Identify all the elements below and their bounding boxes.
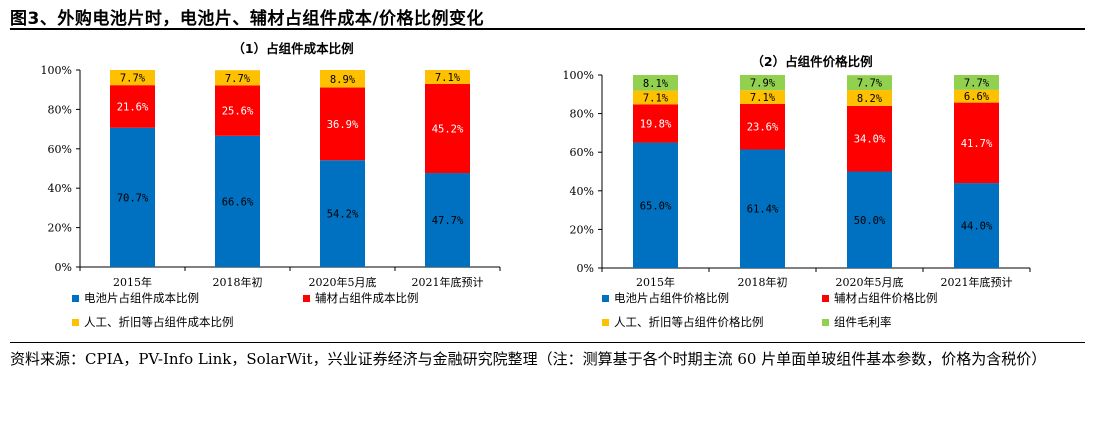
- legend-label: 人工、折旧等占组件价格比例: [614, 315, 764, 329]
- data-label: 7.9%: [750, 78, 776, 90]
- legend-label: 组件毛利率: [834, 315, 892, 329]
- legend-label: 电池片占组件价格比例: [614, 291, 729, 305]
- bar-segment: [215, 85, 260, 136]
- data-label: 6.6%: [964, 91, 990, 103]
- data-label: 54.2%: [327, 209, 359, 221]
- x-category-label: 2020年5月底: [836, 275, 904, 289]
- chart-title: （2）占组件价格比例: [751, 54, 872, 69]
- bar-segment: [320, 70, 365, 88]
- bar-segment: [110, 70, 155, 86]
- bar-segment: [633, 142, 678, 268]
- y-tick-label: 40%: [570, 185, 594, 198]
- bar-segment: [110, 85, 155, 128]
- y-tick-label: 100%: [563, 69, 594, 82]
- data-label: 21.6%: [117, 101, 149, 113]
- bar-segment: [633, 90, 678, 105]
- x-category-label: 2021年底预计: [412, 275, 484, 289]
- data-label: 50.0%: [854, 215, 886, 227]
- data-label: 7.7%: [964, 77, 990, 89]
- bar-segment: [847, 105, 892, 172]
- data-label: 41.7%: [961, 138, 993, 150]
- bar-segment: [110, 127, 155, 267]
- bar-segment: [633, 104, 678, 143]
- y-tick-label: 0%: [577, 262, 594, 275]
- source-rule: [10, 342, 1085, 343]
- bar-segment: [740, 90, 785, 104]
- bar-segment: [847, 171, 892, 268]
- y-tick-label: 60%: [570, 146, 594, 159]
- legend-label: 辅材占组件价格比例: [834, 291, 938, 305]
- bar-segment: [215, 135, 260, 267]
- data-label: 70.7%: [117, 192, 149, 204]
- x-category-label: 2021年底预计: [941, 275, 1013, 289]
- data-label: 19.8%: [640, 118, 672, 130]
- price-share-chart: （2）占组件价格比例 0% 20% 40% 60% 80% 100% 65.0% 19.8% 7.…: [563, 54, 1031, 329]
- data-label: 44.0%: [961, 221, 993, 233]
- legend-swatch: [72, 295, 79, 302]
- title-rule: [10, 28, 1085, 30]
- y-tick-label: 80%: [48, 103, 72, 116]
- bar-segment: [425, 173, 470, 267]
- bar-segment: [320, 160, 365, 267]
- data-label: 36.9%: [327, 119, 359, 131]
- data-label: 7.1%: [750, 92, 776, 104]
- data-label: 23.6%: [747, 122, 779, 134]
- bar-segment: [425, 83, 470, 174]
- legend-swatch: [822, 319, 829, 326]
- bar-segment: [633, 75, 678, 91]
- legend-swatch: [602, 295, 609, 302]
- data-label: 7.7%: [225, 73, 251, 85]
- charts-canvas: （1）占组件成本比例 0% 20% 40% 60% 80% 100% 70.7% 21.6% 7.…: [41, 41, 1031, 329]
- data-label: 47.7%: [432, 215, 464, 227]
- data-label: 65.0%: [640, 200, 672, 212]
- data-label: 45.2%: [432, 124, 464, 136]
- cost-share-chart: （1）占组件成本比例 0% 20% 40% 60% 80% 100% 70.7% 21.6% 7.…: [41, 41, 501, 329]
- y-tick-label: 60%: [48, 143, 72, 156]
- data-label: 66.6%: [222, 196, 254, 208]
- bar-segment: [320, 87, 365, 161]
- x-category-label: 2018年初: [738, 275, 788, 289]
- bar-segment: [954, 75, 999, 90]
- source-note: 资料来源：CPIA，PV-Info Link，SolarWit，兴业证券经济与金…: [10, 350, 1047, 368]
- data-label: 7.7%: [120, 73, 146, 85]
- legend-label: 辅材占组件成本比例: [315, 291, 419, 305]
- bar-segment: [740, 149, 785, 268]
- y-tick-label: 0%: [55, 261, 72, 274]
- x-category-label: 2020年5月底: [309, 275, 377, 289]
- data-label: 7.7%: [857, 78, 883, 90]
- bar-segment: [740, 75, 785, 91]
- y-tick-label: 20%: [48, 222, 72, 235]
- data-label: 7.1%: [435, 72, 461, 84]
- bar-segment: [740, 103, 785, 150]
- data-label: 8.9%: [330, 74, 356, 86]
- data-label: 25.6%: [222, 106, 254, 118]
- chart-title: （1）占组件成本比例: [232, 41, 353, 56]
- data-label: 8.1%: [643, 78, 669, 90]
- legend-swatch: [72, 319, 79, 326]
- figure-title: 图3、外购电池片时，电池片、辅材占组件成本/价格比例变化: [10, 9, 485, 29]
- y-tick-label: 80%: [570, 108, 594, 121]
- legend-label: 人工、折旧等占组件成本比例: [84, 315, 234, 329]
- x-category-label: 2018年初: [213, 275, 263, 289]
- bar-segment: [847, 90, 892, 106]
- bar-segment: [954, 183, 999, 268]
- legend-swatch: [303, 295, 310, 302]
- bar-segment: [847, 75, 892, 91]
- bar-segment: [425, 70, 470, 84]
- data-label: 61.4%: [747, 204, 779, 216]
- y-tick-label: 100%: [41, 64, 72, 77]
- data-label: 34.0%: [854, 134, 886, 146]
- bar-segment: [954, 89, 999, 103]
- data-label: 7.1%: [643, 92, 669, 104]
- bar-segment: [215, 70, 260, 86]
- y-tick-label: 40%: [48, 182, 72, 195]
- legend-label: 电池片占组件成本比例: [84, 291, 199, 305]
- bar-segment: [954, 102, 999, 184]
- data-label: 8.2%: [857, 93, 883, 105]
- y-tick-label: 20%: [570, 223, 594, 236]
- legend-swatch: [822, 295, 829, 302]
- legend-swatch: [602, 319, 609, 326]
- x-category-label: 2015年: [113, 275, 152, 289]
- x-category-label: 2015年: [636, 275, 675, 289]
